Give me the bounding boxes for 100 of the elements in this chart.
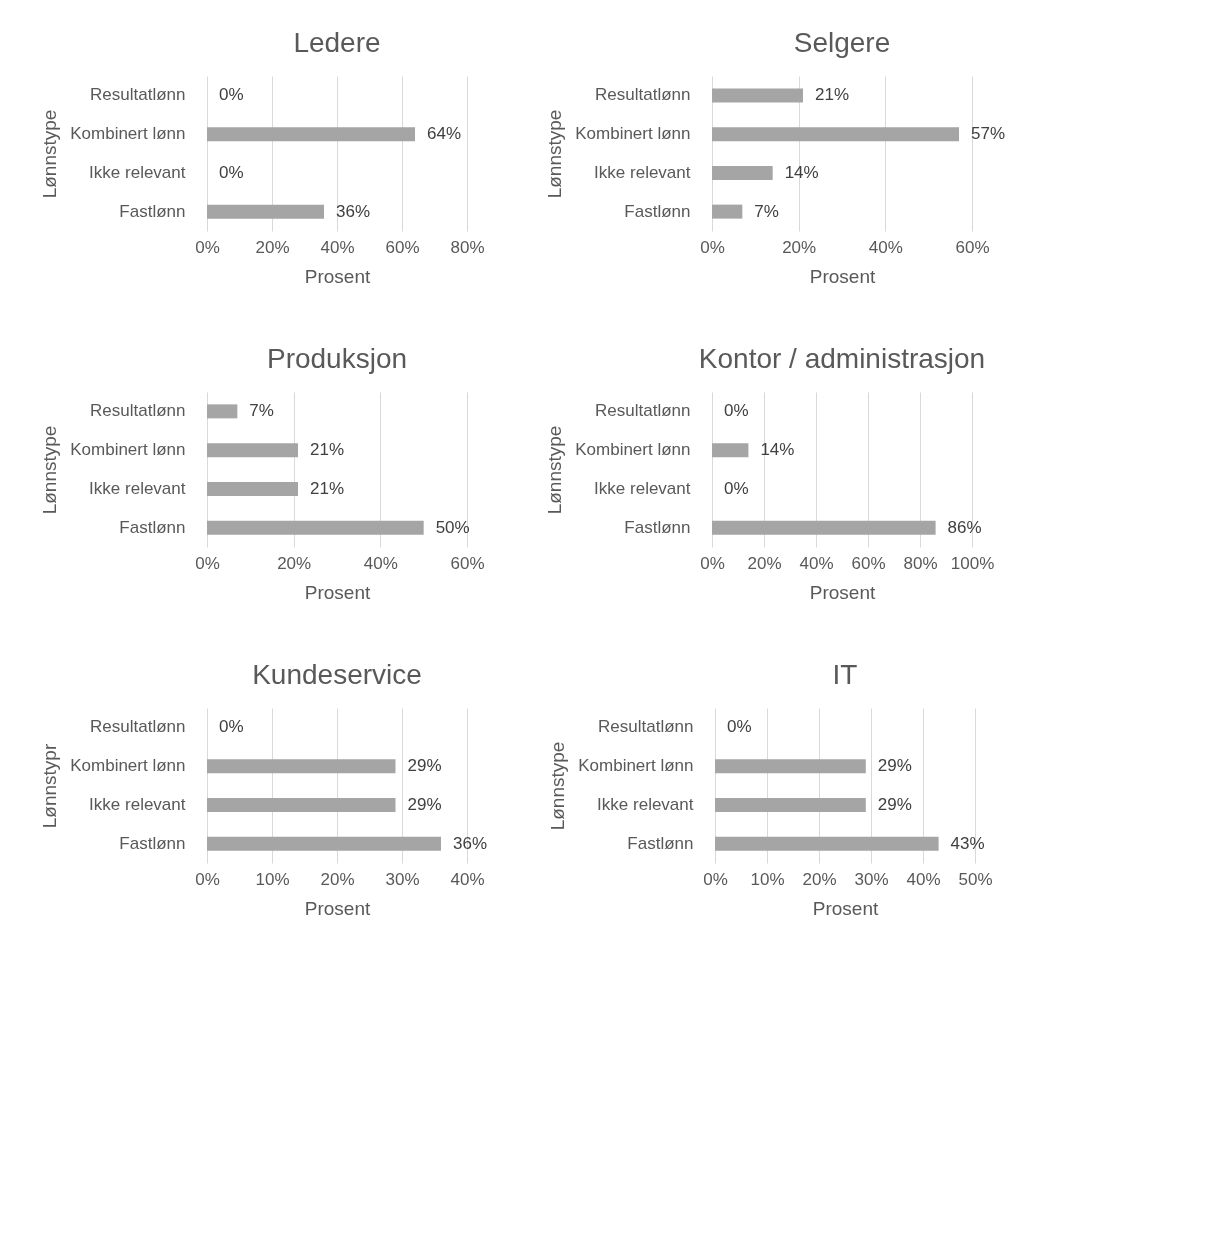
y-tick-label: Kombinert lønn — [575, 440, 691, 460]
data-label: 0% — [724, 478, 749, 498]
x-axis-title: Prosent — [304, 265, 371, 287]
y-tick-label: Resultatlønn — [595, 85, 691, 105]
y-axis-title: Lønnstype — [547, 741, 569, 831]
data-label: 64% — [427, 124, 462, 144]
x-tick-label: 100% — [950, 553, 995, 573]
x-tick-label: 20% — [277, 553, 312, 573]
y-tick-label: Fastlønn — [624, 201, 691, 221]
y-tick-label: Resultatlønn — [90, 85, 186, 105]
y-tick-label: Ikke relevant — [597, 794, 694, 814]
chart-title: Produksjon — [266, 343, 408, 374]
data-label: 29% — [877, 794, 912, 814]
x-tick-label: 40% — [906, 869, 941, 889]
x-tick-label: 60% — [955, 237, 990, 257]
x-tick-label: 80% — [903, 553, 938, 573]
data-label: 21% — [815, 85, 850, 105]
y-tick-label: Kombinert lønn — [70, 756, 186, 776]
y-tick-label: Kombinert lønn — [575, 124, 691, 144]
bar — [207, 404, 238, 419]
y-tick-label: Ikke relevant — [89, 794, 186, 814]
x-axis-title: Prosent — [304, 897, 371, 919]
data-label: 43% — [950, 833, 985, 853]
x-tick-label: 30% — [854, 869, 889, 889]
y-tick-label: Fastlønn — [627, 833, 694, 853]
x-tick-label: 10% — [750, 869, 785, 889]
x-tick-label: 0% — [195, 237, 220, 257]
chart-title: Kundeservice — [252, 659, 422, 690]
y-tick-label: Resultatlønn — [90, 717, 186, 737]
y-tick-label: Fastlønn — [119, 201, 186, 221]
y-tick-label: Resultatlønn — [598, 717, 694, 737]
bar — [207, 520, 424, 535]
x-tick-label: 20% — [802, 869, 837, 889]
x-tick-label: 20% — [320, 869, 355, 889]
y-axis-title: Lønnstype — [39, 425, 61, 515]
bar — [712, 165, 773, 180]
x-tick-label: 20% — [782, 237, 817, 257]
y-tick-label: Fastlønn — [119, 833, 186, 853]
x-axis-title: Prosent — [809, 265, 876, 287]
y-axis-title: Lønnstype — [544, 109, 566, 199]
x-tick-label: 40% — [363, 553, 398, 573]
x-axis-title: Prosent — [304, 581, 371, 603]
x-axis-title: Prosent — [809, 581, 876, 603]
x-tick-label: 60% — [450, 553, 485, 573]
y-axis-title: Lønnstype — [544, 425, 566, 515]
data-label: 14% — [784, 162, 819, 182]
data-label: 86% — [947, 517, 982, 537]
data-label: 36% — [336, 201, 371, 221]
x-tick-label: 60% — [851, 553, 886, 573]
y-tick-label: Fastlønn — [119, 517, 186, 537]
x-tick-label: 40% — [868, 237, 903, 257]
y-tick-label: Resultatlønn — [595, 401, 691, 421]
data-label: 0% — [219, 717, 244, 737]
data-label: 21% — [310, 440, 345, 460]
x-tick-label: 40% — [320, 237, 355, 257]
data-label: 29% — [407, 756, 442, 776]
data-label: 29% — [877, 756, 912, 776]
y-tick-label: Resultatlønn — [90, 401, 186, 421]
y-tick-label: Ikke relevant — [594, 162, 691, 182]
data-label: 7% — [249, 401, 274, 421]
data-label: 57% — [971, 124, 1006, 144]
y-axis-title: Lønnstypr — [39, 743, 61, 829]
x-tick-label: 0% — [195, 869, 220, 889]
chart-title: Selgere — [793, 27, 891, 58]
chart-title: IT — [832, 659, 858, 690]
x-tick-label: 0% — [700, 237, 725, 257]
y-tick-label: Fastlønn — [624, 517, 691, 537]
x-tick-label: 0% — [703, 869, 728, 889]
x-tick-label: 0% — [195, 553, 220, 573]
data-label: 0% — [724, 401, 749, 421]
y-tick-label: Kombinert lønn — [578, 756, 694, 776]
bar — [712, 127, 959, 142]
y-tick-label: Kombinert lønn — [70, 440, 186, 460]
bar — [712, 204, 743, 219]
x-tick-label: 20% — [255, 237, 290, 257]
x-tick-label: 20% — [747, 553, 782, 573]
x-tick-label: 30% — [385, 869, 420, 889]
bar — [207, 481, 298, 496]
x-tick-label: 40% — [799, 553, 834, 573]
y-tick-label: Ikke relevant — [89, 162, 186, 182]
data-label: 0% — [219, 85, 244, 105]
y-tick-label: Kombinert lønn — [70, 124, 186, 144]
data-label: 0% — [219, 162, 244, 182]
chart-title: Ledere — [293, 27, 381, 58]
x-tick-label: 80% — [450, 237, 485, 257]
bar — [207, 443, 298, 458]
x-tick-label: 50% — [958, 869, 993, 889]
data-label: 29% — [407, 794, 442, 814]
data-label: 36% — [453, 833, 488, 853]
y-axis-title: Lønnstype — [39, 109, 61, 199]
x-tick-label: 40% — [450, 869, 485, 889]
data-label: 50% — [435, 517, 470, 537]
y-tick-label: Ikke relevant — [89, 478, 186, 498]
x-tick-label: 0% — [700, 553, 725, 573]
data-label: 14% — [760, 440, 795, 460]
data-label: 0% — [727, 717, 752, 737]
data-label: 7% — [754, 201, 779, 221]
chart-title: Kontor / administrasjon — [698, 343, 986, 374]
x-axis-title: Prosent — [812, 897, 879, 919]
bar — [712, 88, 803, 103]
